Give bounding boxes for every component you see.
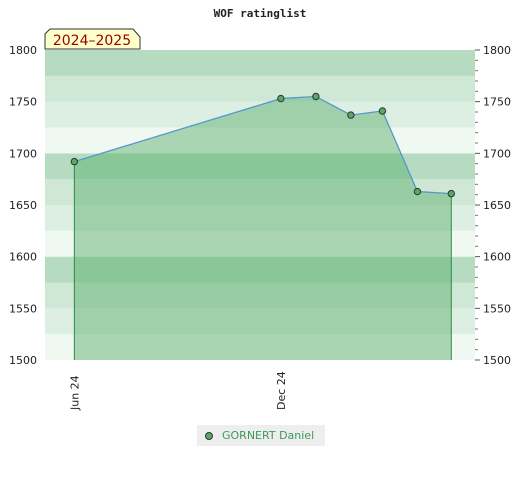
area-fill <box>74 96 452 360</box>
y-tick-label: 1600 <box>9 251 37 264</box>
legend-label: GORNERT Daniel <box>222 429 315 442</box>
background-band <box>45 230 475 257</box>
y-tick-label: 1700 <box>483 147 511 160</box>
background-band <box>45 75 475 102</box>
background-band <box>45 205 475 231</box>
y-tick-label: 1800 <box>9 44 37 57</box>
x-tick-label: Jun 24 <box>68 375 81 411</box>
data-point <box>347 111 355 119</box>
background-band <box>45 308 475 335</box>
y-tick-label: 1700 <box>9 147 37 160</box>
season-badge: 2024–2025 <box>44 28 141 50</box>
y-tick-label: 1550 <box>483 302 511 315</box>
background-band <box>45 101 475 128</box>
y-axis-left: 1500 1550 1600 1650 1700 1750 1800 <box>9 44 37 367</box>
y-tick-label: 1650 <box>9 199 37 212</box>
y-tick-label: 1750 <box>483 96 511 109</box>
y-tick-label: 1500 <box>9 354 37 367</box>
y-tick-label: 1750 <box>9 96 37 109</box>
background-band <box>45 50 475 76</box>
data-point <box>277 94 285 103</box>
x-axis: Jun 24 Dec 24 <box>68 371 288 411</box>
chart-title: WOF ratinglist <box>214 7 307 20</box>
y-tick-label: 1500 <box>483 354 511 367</box>
y-axis-right: 1500 1550 1600 1650 1700 1750 1800 <box>475 44 511 367</box>
background-band <box>45 282 475 309</box>
data-points <box>70 92 455 198</box>
y-tick-label: 1600 <box>483 251 511 264</box>
data-point <box>447 189 455 198</box>
y-tick-label: 1800 <box>483 44 511 57</box>
data-point <box>378 107 387 115</box>
x-tick-label: Dec 24 <box>275 371 288 410</box>
y-tick-label: 1650 <box>483 199 511 212</box>
legend-marker-icon <box>205 432 213 440</box>
season-badge-label: 2024–2025 <box>53 33 131 49</box>
background-band <box>45 179 475 205</box>
rating-bands <box>45 50 475 360</box>
legend[interactable]: GORNERT Daniel <box>197 425 325 446</box>
data-point <box>413 187 422 196</box>
data-point <box>70 157 79 166</box>
background-band <box>45 256 475 283</box>
background-band <box>45 334 475 360</box>
y-tick-label: 1550 <box>9 302 37 315</box>
data-point <box>312 92 320 101</box>
